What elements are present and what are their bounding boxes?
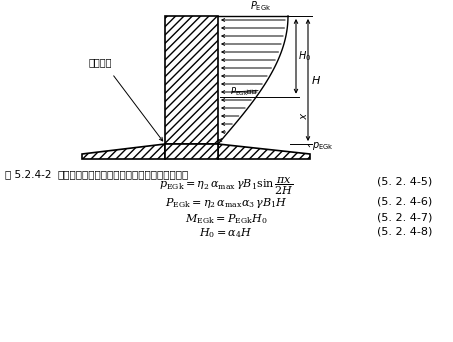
Text: 图 5.2.4-2: 图 5.2.4-2 bbox=[5, 169, 52, 179]
Text: $H_0$: $H_0$ bbox=[298, 50, 311, 63]
Text: (5. 2. 4-7): (5. 2. 4-7) bbox=[377, 212, 433, 222]
Text: $P_{\rm EGk}=\eta_2\,\alpha_{\rm max}\alpha_3\,\gamma B_1 H$: $P_{\rm EGk}=\eta_2\,\alpha_{\rm max}\al… bbox=[165, 196, 287, 210]
Text: $H_0=\alpha_4 H$: $H_0=\alpha_4 H$ bbox=[199, 226, 253, 240]
Text: $x$: $x$ bbox=[297, 112, 307, 120]
Text: $M_{\rm EGk}=P_{\rm EGk}H_0$: $M_{\rm EGk}=P_{\rm EGk}H_0$ bbox=[185, 212, 267, 226]
Text: (5. 2. 4-6): (5. 2. 4-6) bbox=[377, 196, 433, 206]
Bar bbox=[165, 16, 218, 144]
Text: $p_{\rm EGk}=\eta_2\,\alpha_{\rm max}\,\gamma B_1\sin\dfrac{\pi x}{2H}$: $p_{\rm EGk}=\eta_2\,\alpha_{\rm max}\,\… bbox=[159, 176, 293, 197]
Text: (5. 2. 4-8): (5. 2. 4-8) bbox=[377, 226, 433, 236]
Text: 计算截面: 计算截面 bbox=[88, 57, 112, 68]
Text: $p_{\rm EGk}$: $p_{\rm EGk}$ bbox=[312, 140, 334, 152]
Polygon shape bbox=[82, 144, 165, 159]
Polygon shape bbox=[218, 144, 310, 159]
Text: (5. 2. 4-5): (5. 2. 4-5) bbox=[377, 176, 433, 186]
Bar bbox=[165, 144, 218, 159]
Text: $P_{\rm EGk}$曲线: $P_{\rm EGk}$曲线 bbox=[230, 86, 257, 98]
Text: 砖、砌块及毛石防火堤水平地震作用计算示意图: 砖、砌块及毛石防火堤水平地震作用计算示意图 bbox=[58, 169, 189, 179]
Text: $P_{\rm EGk}$: $P_{\rm EGk}$ bbox=[250, 0, 271, 13]
Text: $H$: $H$ bbox=[311, 74, 321, 86]
